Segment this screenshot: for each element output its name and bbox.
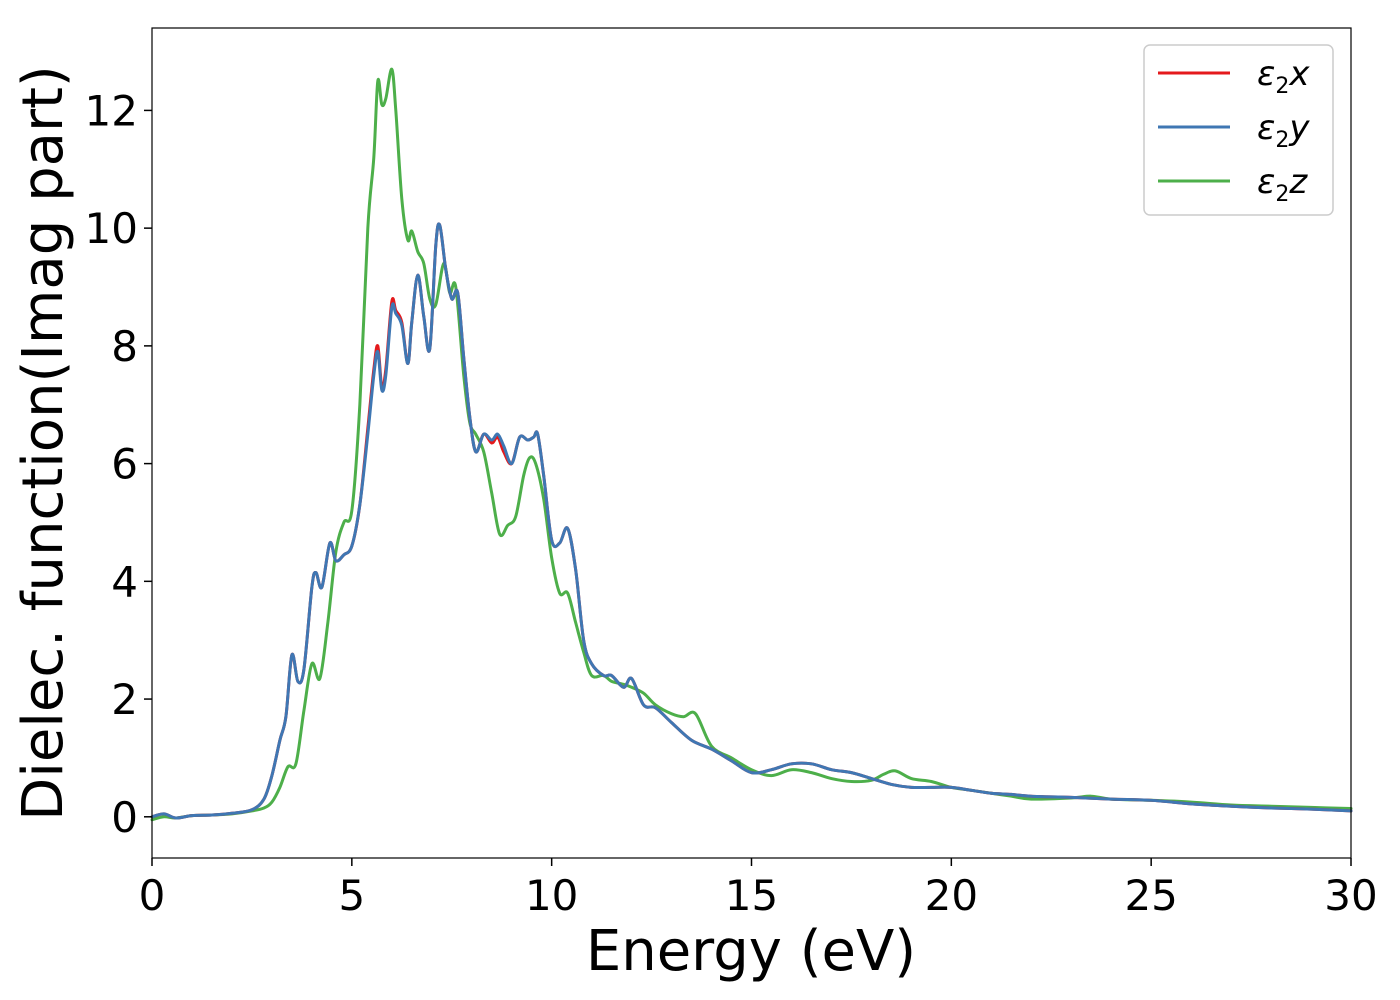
x-tick-label: 25: [1124, 871, 1177, 920]
x-tick-label: 15: [725, 871, 778, 920]
y-axis-ticks: 0 2 4 6 8 10 12: [85, 86, 152, 842]
y-tick-label: 4: [111, 557, 138, 606]
y-axis-title: Dielec. function(Imag part): [11, 65, 76, 821]
legend-label-z: ε2z: [1257, 162, 1308, 207]
series-line-x: [150, 222, 1353, 820]
y-tick-label: 8: [111, 322, 138, 371]
y-tick-label: 6: [111, 440, 138, 489]
series-layer: [150, 67, 1353, 822]
y-tick-label: 0: [111, 793, 138, 842]
x-tick-label: 10: [525, 871, 578, 920]
y-tick-label: 12: [85, 86, 138, 135]
y-tick-label: 10: [85, 204, 138, 253]
legend-items: ε2x ε2y ε2z: [1158, 54, 1310, 207]
legend-box: [1143, 44, 1334, 216]
legend-label-x: ε2x: [1257, 54, 1310, 99]
x-tick-label: 20: [925, 871, 978, 920]
x-axis-title: Energy (eV): [586, 919, 916, 984]
x-tick-label: 5: [338, 871, 365, 920]
x-tick-label: 30: [1324, 871, 1377, 920]
series-line-y: [150, 222, 1353, 820]
x-tick-label: 0: [139, 871, 166, 920]
legend: ε2x ε2y ε2z: [1143, 44, 1334, 216]
y-tick-label: 2: [111, 675, 138, 724]
legend-label-y: ε2y: [1257, 108, 1310, 153]
series-line-z: [150, 67, 1353, 822]
x-axis-ticks: 0 5 10 15 20 25 30: [139, 858, 1378, 920]
